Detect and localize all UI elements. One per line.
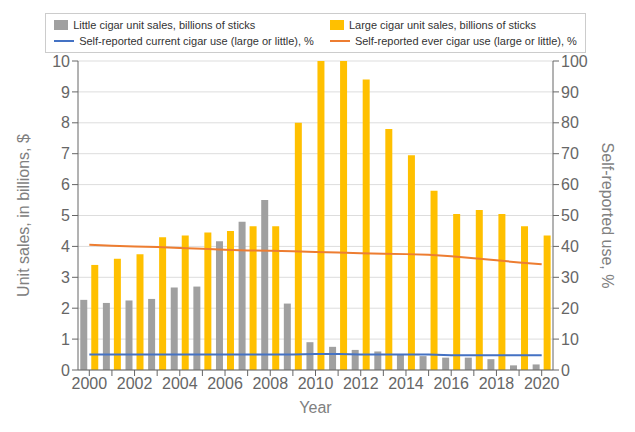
svg-text:0: 0 (61, 362, 70, 379)
svg-text:10: 10 (52, 53, 70, 70)
svg-text:Year: Year (299, 399, 332, 416)
svg-text:10: 10 (561, 331, 579, 348)
svg-text:80: 80 (561, 114, 579, 131)
svg-text:Unit sales, in billions, $: Unit sales, in billions, $ (15, 134, 32, 297)
svg-text:2014: 2014 (388, 375, 424, 392)
svg-text:6: 6 (61, 176, 70, 193)
html-text:Little cigar unit sales, billi: Little cigar unit sales, billions of sti… (73, 19, 256, 31)
svg-text:2006: 2006 (207, 375, 243, 392)
svg-text:20: 20 (561, 300, 579, 317)
svg-text:2016: 2016 (433, 375, 469, 392)
svg-text:70: 70 (561, 145, 579, 162)
svg-text:40: 40 (561, 238, 579, 255)
svg-text:2010: 2010 (298, 375, 334, 392)
svg-text:9: 9 (61, 84, 70, 101)
svg-text:2012: 2012 (343, 375, 379, 392)
svg-text:60: 60 (561, 176, 579, 193)
svg-text:7: 7 (61, 145, 70, 162)
svg-text:3: 3 (61, 269, 70, 286)
html-text:Self-reported current cigar us: Self-reported current cigar use (large o… (79, 35, 314, 47)
svg-text:5: 5 (61, 207, 70, 224)
svg-text:0: 0 (561, 362, 570, 379)
svg-text:2018: 2018 (479, 375, 515, 392)
svg-text:Self-reported use, %: Self-reported use, % (599, 143, 616, 289)
svg-text:2002: 2002 (117, 375, 153, 392)
svg-text:2004: 2004 (162, 375, 198, 392)
svg-text:2000: 2000 (72, 375, 108, 392)
svg-text:1: 1 (61, 331, 70, 348)
svg-text:2: 2 (61, 300, 70, 317)
svg-text:8: 8 (61, 114, 70, 131)
html-text:Self-reported ever cigar use (: Self-reported ever cigar use (large or l… (354, 35, 577, 47)
svg-text:90: 90 (561, 84, 579, 101)
svg-text:2008: 2008 (252, 375, 288, 392)
svg-text:2020: 2020 (524, 375, 560, 392)
svg-text:4: 4 (61, 238, 70, 255)
svg-text:50: 50 (561, 207, 579, 224)
svg-text:30: 30 (561, 269, 579, 286)
svg-text:100: 100 (561, 53, 588, 70)
html-text:Large cigar unit sales, billio: Large cigar unit sales, billions of stic… (348, 19, 536, 31)
